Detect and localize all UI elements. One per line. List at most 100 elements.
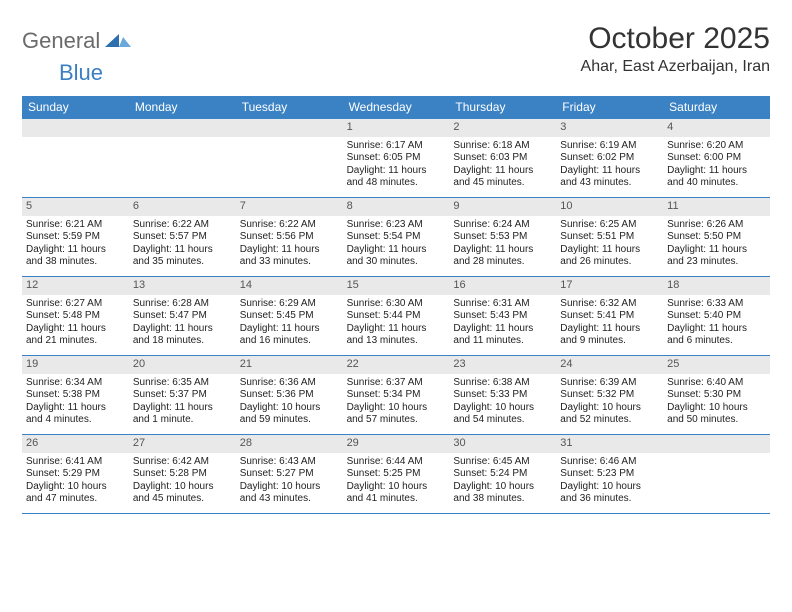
day-cell: 23Sunrise: 6:38 AMSunset: 5:33 PMDayligh…	[449, 356, 556, 434]
sunset-line: Sunset: 5:59 PM	[26, 231, 125, 244]
day-cell: 17Sunrise: 6:32 AMSunset: 5:41 PMDayligh…	[556, 277, 663, 355]
sunrise-line: Sunrise: 6:21 AM	[26, 219, 125, 232]
sunrise-line: Sunrise: 6:17 AM	[347, 140, 446, 153]
day-number-row: 6	[129, 198, 236, 216]
day-cell: 16Sunrise: 6:31 AMSunset: 5:43 PMDayligh…	[449, 277, 556, 355]
day-number-row: 12	[22, 277, 129, 295]
title-block: October 2025 Ahar, East Azerbaijan, Iran	[581, 22, 770, 76]
daylight-line: Daylight: 11 hours and 30 minutes.	[347, 244, 446, 269]
day-number-row: 4	[663, 119, 770, 137]
day-cell: 15Sunrise: 6:30 AMSunset: 5:44 PMDayligh…	[343, 277, 450, 355]
daylight-line: Daylight: 10 hours and 52 minutes.	[560, 402, 659, 427]
day-cell: 28Sunrise: 6:43 AMSunset: 5:27 PMDayligh…	[236, 435, 343, 513]
day-number-row: 1	[343, 119, 450, 137]
sunrise-line: Sunrise: 6:30 AM	[347, 298, 446, 311]
sunrise-line: Sunrise: 6:26 AM	[667, 219, 766, 232]
daylight-line: Daylight: 10 hours and 47 minutes.	[26, 481, 125, 506]
sunrise-line: Sunrise: 6:31 AM	[453, 298, 552, 311]
week-row: 19Sunrise: 6:34 AMSunset: 5:38 PMDayligh…	[22, 356, 770, 435]
daylight-line: Daylight: 11 hours and 38 minutes.	[26, 244, 125, 269]
day-cell: 5 Sunrise: 6:21 AMSunset: 5:59 PMDaylight…	[22, 198, 129, 276]
sunrise-line: Sunrise: 6:27 AM	[26, 298, 125, 311]
daylight-line: Daylight: 10 hours and 43 minutes.	[240, 481, 339, 506]
day-cell: 30Sunrise: 6:45 AMSunset: 5:24 PMDayligh…	[449, 435, 556, 513]
sunset-line: Sunset: 5:40 PM	[667, 310, 766, 323]
daylight-line: Daylight: 11 hours and 16 minutes.	[240, 323, 339, 348]
brand-part2: Blue	[59, 60, 103, 86]
sunset-line: Sunset: 5:53 PM	[453, 231, 552, 244]
day-number-row: 24	[556, 356, 663, 374]
day-cell: 8Sunrise: 6:23 AMSunset: 5:54 PMDaylight…	[343, 198, 450, 276]
sunset-line: Sunset: 5:29 PM	[26, 468, 125, 481]
day-number-row: 2	[449, 119, 556, 137]
sunset-line: Sunset: 5:36 PM	[240, 389, 339, 402]
day-cell: 31Sunrise: 6:46 AMSunset: 5:23 PMDayligh…	[556, 435, 663, 513]
sunrise-line: Sunrise: 6:32 AM	[560, 298, 659, 311]
day-number-row: 21	[236, 356, 343, 374]
day-number: 2	[453, 121, 459, 133]
day-cell: 14Sunrise: 6:29 AMSunset: 5:45 PMDayligh…	[236, 277, 343, 355]
daylight-line: Daylight: 11 hours and 48 minutes.	[347, 165, 446, 190]
day-number: 3	[560, 121, 566, 133]
daylight-line: Daylight: 11 hours and 11 minutes.	[453, 323, 552, 348]
daylight-line: Daylight: 11 hours and 21 minutes.	[26, 323, 125, 348]
sunrise-line: Sunrise: 6:18 AM	[453, 140, 552, 153]
day-cell: 18Sunrise: 6:33 AMSunset: 5:40 PMDayligh…	[663, 277, 770, 355]
day-number: 23	[453, 358, 465, 370]
calendar-page: General October 2025 Ahar, East Azerbaij…	[0, 0, 792, 514]
day-number	[133, 121, 136, 133]
day-number-row: 5	[22, 198, 129, 216]
day-number-row: 8	[343, 198, 450, 216]
day-cell: 20Sunrise: 6:35 AMSunset: 5:37 PMDayligh…	[129, 356, 236, 434]
day-number: 8	[347, 200, 353, 212]
day-number-row: 10	[556, 198, 663, 216]
day-cell: 26Sunrise: 6:41 AMSunset: 5:29 PMDayligh…	[22, 435, 129, 513]
sunset-line: Sunset: 5:25 PM	[347, 468, 446, 481]
week-row: 12Sunrise: 6:27 AMSunset: 5:48 PMDayligh…	[22, 277, 770, 356]
daylight-line: Daylight: 11 hours and 18 minutes.	[133, 323, 232, 348]
day-number-row: 19	[22, 356, 129, 374]
day-cell: 27Sunrise: 6:42 AMSunset: 5:28 PMDayligh…	[129, 435, 236, 513]
sunrise-line: Sunrise: 6:40 AM	[667, 377, 766, 390]
day-number-row: 29	[343, 435, 450, 453]
week-row: 5Sunrise: 6:21 AMSunset: 5:59 PMDaylight…	[22, 198, 770, 277]
day-number-row	[236, 119, 343, 137]
day-number: 26	[26, 437, 38, 449]
sunrise-line: Sunrise: 6:19 AM	[560, 140, 659, 153]
day-cell	[129, 119, 236, 197]
daylight-line: Daylight: 11 hours and 43 minutes.	[560, 165, 659, 190]
day-number-row: 26	[22, 435, 129, 453]
day-cell: 11Sunrise: 6:26 AMSunset: 5:50 PMDayligh…	[663, 198, 770, 276]
daylight-line: Daylight: 11 hours and 9 minutes.	[560, 323, 659, 348]
day-number-row: 3	[556, 119, 663, 137]
daylight-line: Daylight: 11 hours and 1 minute.	[133, 402, 232, 427]
day-number-row: 18	[663, 277, 770, 295]
sunset-line: Sunset: 5:44 PM	[347, 310, 446, 323]
day-cell: 6Sunrise: 6:22 AMSunset: 5:57 PMDaylight…	[129, 198, 236, 276]
day-cell: 21Sunrise: 6:36 AMSunset: 5:36 PMDayligh…	[236, 356, 343, 434]
daylight-line: Daylight: 10 hours and 45 minutes.	[133, 481, 232, 506]
day-number: 6	[133, 200, 139, 212]
day-cell	[22, 119, 129, 197]
sunrise-line: Sunrise: 6:29 AM	[240, 298, 339, 311]
day-number: 7	[240, 200, 246, 212]
sunset-line: Sunset: 5:54 PM	[347, 231, 446, 244]
day-number: 19	[26, 358, 38, 370]
sunset-line: Sunset: 5:57 PM	[133, 231, 232, 244]
day-number: 22	[347, 358, 359, 370]
sunset-line: Sunset: 5:38 PM	[26, 389, 125, 402]
sunset-line: Sunset: 5:33 PM	[453, 389, 552, 402]
dow-monday: Monday	[129, 96, 236, 119]
day-number: 9	[453, 200, 459, 212]
day-number-row: 11	[663, 198, 770, 216]
month-title: October 2025	[581, 22, 770, 56]
day-number: 29	[347, 437, 359, 449]
daylight-line: Daylight: 11 hours and 4 minutes.	[26, 402, 125, 427]
day-number: 16	[453, 279, 465, 291]
day-number-row: 15	[343, 277, 450, 295]
day-number: 4	[667, 121, 673, 133]
day-number-row: 22	[343, 356, 450, 374]
week-row: 1Sunrise: 6:17 AMSunset: 6:05 PMDaylight…	[22, 119, 770, 198]
sunset-line: Sunset: 5:51 PM	[560, 231, 659, 244]
sunrise-line: Sunrise: 6:37 AM	[347, 377, 446, 390]
